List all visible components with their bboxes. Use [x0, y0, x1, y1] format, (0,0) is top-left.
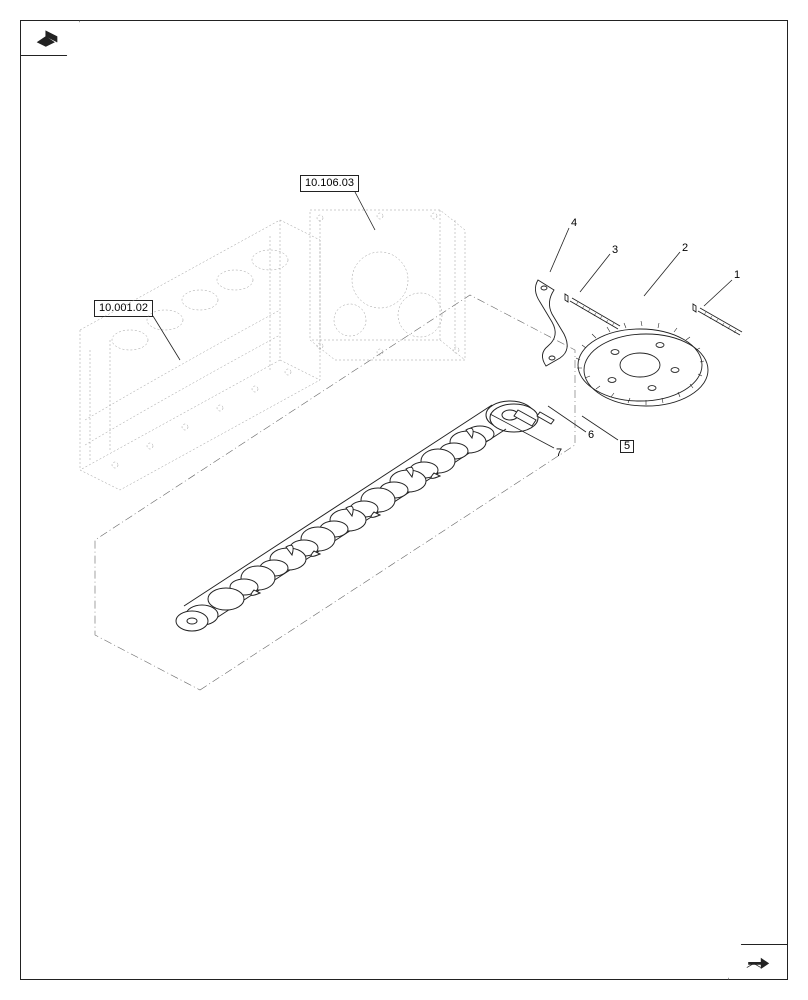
page: 10.001.02 10.106.03 1 2 3 4 5 6 7	[0, 0, 808, 1000]
bolt-3	[565, 294, 620, 329]
gear-case	[310, 210, 465, 360]
retainer-plate	[535, 280, 567, 366]
bolt-1	[693, 304, 742, 335]
camshaft-key	[537, 412, 554, 424]
timing-gear	[576, 321, 708, 406]
camshaft	[176, 401, 554, 631]
phantom-boxes	[95, 295, 575, 690]
engine-block	[80, 220, 320, 490]
diagram-svg	[20, 20, 788, 980]
